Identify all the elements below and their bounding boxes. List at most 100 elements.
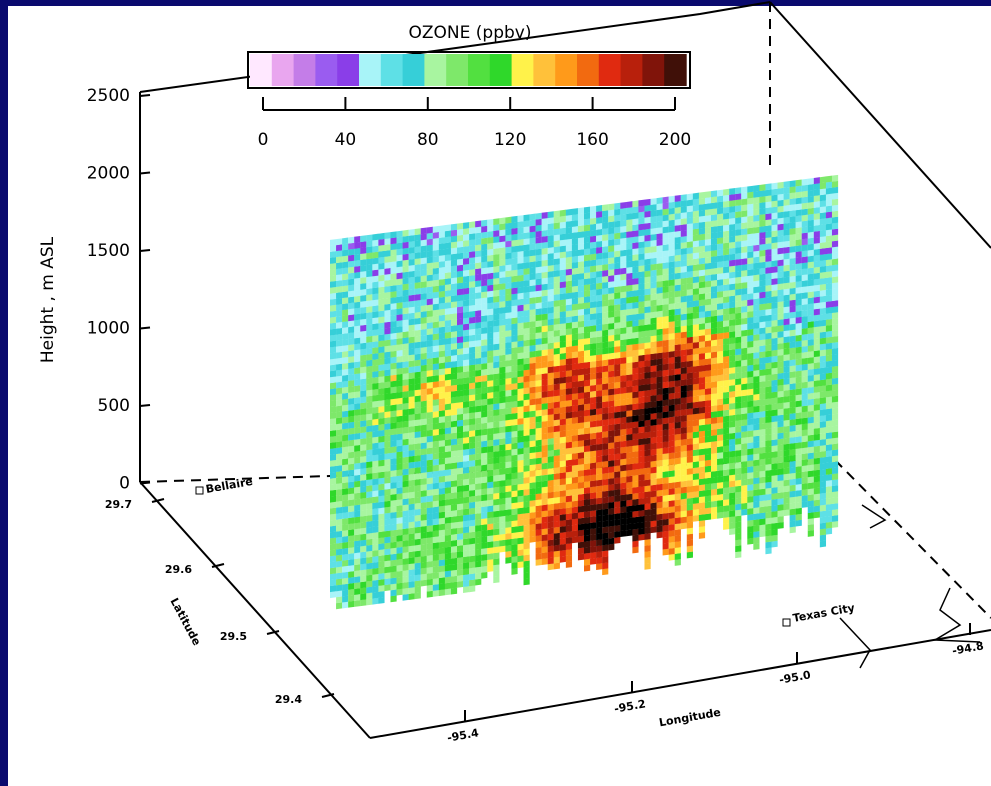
curtain-cell xyxy=(644,336,650,343)
curtain-cell xyxy=(530,243,536,250)
curtain-cell xyxy=(475,388,481,395)
curtain-cell xyxy=(699,478,705,485)
curtain-cell xyxy=(330,532,336,539)
curtain-cell xyxy=(814,446,820,453)
curtain-cell xyxy=(415,294,421,301)
curtain-cell xyxy=(342,267,348,274)
curtain-cell xyxy=(445,409,451,416)
curtain-cell xyxy=(735,420,741,427)
curtain-cell xyxy=(469,359,475,366)
curtain-cell xyxy=(826,301,832,308)
curtain-cell xyxy=(578,237,584,244)
curtain-cell xyxy=(699,258,705,265)
curtain-cell xyxy=(530,357,536,364)
curtain-cell xyxy=(403,272,409,279)
curtain-cell xyxy=(790,425,796,432)
curtain-cell xyxy=(784,312,790,319)
curtain-cell xyxy=(372,401,378,408)
curtain-cell xyxy=(366,497,372,504)
curtain-cell xyxy=(433,530,439,537)
curtain-cell xyxy=(554,419,560,426)
curtain-cell xyxy=(390,315,396,322)
curtain-cell xyxy=(524,554,530,561)
curtain-cell xyxy=(390,470,396,477)
curtain-cell xyxy=(457,366,463,373)
curtain-cell xyxy=(699,437,705,444)
curtain-cell xyxy=(584,350,590,357)
curtain-cell xyxy=(747,460,753,467)
curtain-cell xyxy=(463,473,469,480)
curtain-cell xyxy=(741,210,747,217)
curtain-cell xyxy=(796,370,802,377)
curtain-cell xyxy=(409,533,415,540)
curtain-cell xyxy=(747,478,753,485)
curtain-cell xyxy=(820,445,826,452)
curtain-cell xyxy=(360,325,366,332)
curtain-cell xyxy=(554,527,560,534)
curtain-cell xyxy=(778,325,784,332)
curtain-cell xyxy=(481,441,487,448)
curtain-cell xyxy=(735,354,741,361)
curtain-cell xyxy=(784,294,790,301)
curtain-cell xyxy=(747,401,753,408)
curtain-cell xyxy=(415,586,421,593)
curtain-cell xyxy=(638,450,644,457)
curtain-cell xyxy=(427,286,433,293)
curtain-cell xyxy=(657,406,663,413)
curtain-cell xyxy=(717,422,723,429)
curtain-cell xyxy=(699,210,705,217)
curtain-cell xyxy=(705,233,711,240)
curtain-cell xyxy=(378,490,384,497)
curtain-cell xyxy=(469,520,475,527)
curtain-cell xyxy=(638,259,644,266)
curtain-cell xyxy=(445,308,451,315)
curtain-cell xyxy=(614,465,620,472)
curtain-cell xyxy=(657,394,663,401)
curtain-cell xyxy=(457,265,463,272)
curtain-cell xyxy=(354,349,360,356)
curtain-cell xyxy=(644,414,650,421)
curtain-cell xyxy=(717,249,723,256)
curtain-cell xyxy=(469,365,475,372)
curtain-cell xyxy=(457,360,463,367)
curtain-cell xyxy=(632,433,638,440)
curtain-cell xyxy=(717,285,723,292)
curtain-cell xyxy=(517,508,523,515)
curtain-cell xyxy=(687,283,693,290)
curtain-cell xyxy=(330,335,336,342)
curtain-cell xyxy=(366,300,372,307)
curtain-cell xyxy=(723,219,729,226)
curtain-cell xyxy=(384,572,390,579)
curtain-cell xyxy=(566,471,572,478)
curtain-cell xyxy=(572,512,578,519)
curtain-cell xyxy=(644,378,650,385)
curtain-cell xyxy=(336,429,342,436)
curtain-cell xyxy=(457,569,463,576)
curtain-cell xyxy=(626,374,632,381)
curtain-cell xyxy=(802,256,808,263)
curtain-cell xyxy=(524,316,530,323)
curtain-cell xyxy=(651,288,657,295)
curtain-cell xyxy=(790,252,796,259)
curtain-cell xyxy=(620,500,626,507)
curtain-cell xyxy=(493,409,499,416)
curtain-cell xyxy=(596,438,602,445)
curtain-cell xyxy=(348,589,354,596)
curtain-cell xyxy=(487,559,493,566)
curtain-cell xyxy=(542,415,548,422)
curtain-cell xyxy=(554,437,560,444)
curtain-cell xyxy=(620,381,626,388)
curtain-cell xyxy=(409,545,415,552)
curtain-cell xyxy=(584,326,590,333)
curtain-cell xyxy=(421,263,427,270)
curtain-cell xyxy=(330,341,336,348)
curtain-cell xyxy=(644,205,650,212)
curtain-cell xyxy=(632,385,638,392)
curtain-cell xyxy=(481,345,487,352)
curtain-cell xyxy=(384,548,390,555)
curtain-cell xyxy=(342,411,348,418)
curtain-cell xyxy=(397,511,403,518)
curtain-cell xyxy=(469,341,475,348)
curtain-cell xyxy=(657,364,663,371)
curtain-cell xyxy=(814,428,820,435)
